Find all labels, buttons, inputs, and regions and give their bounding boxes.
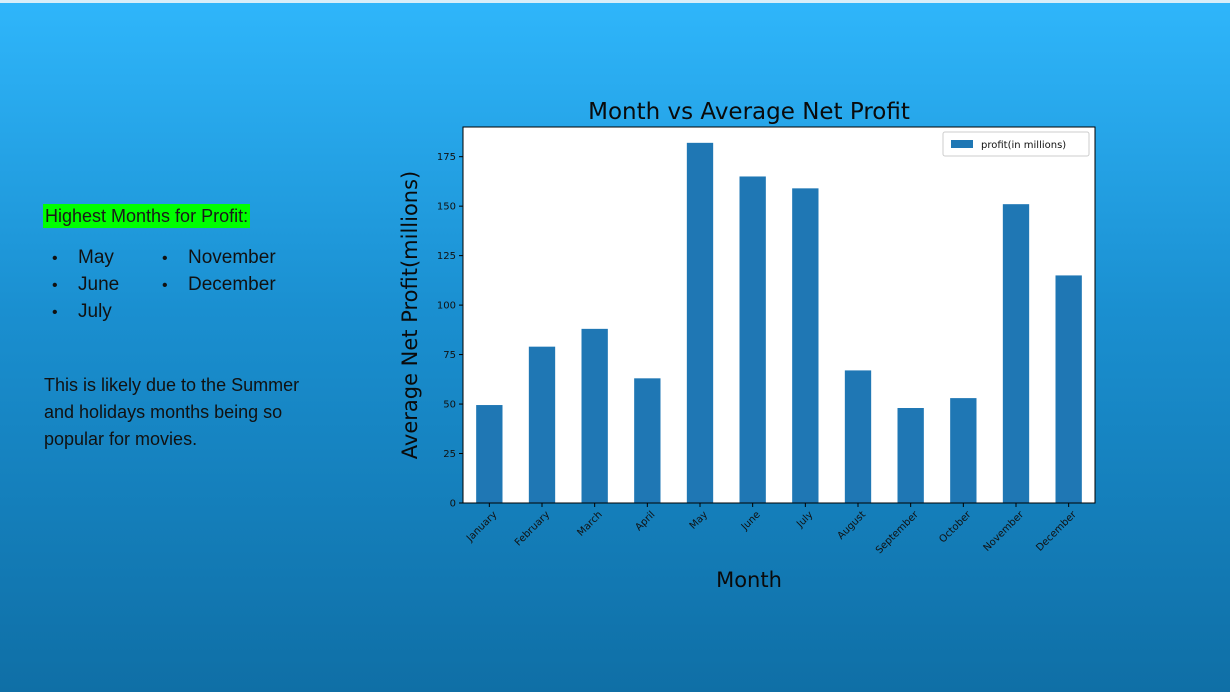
y-tick-label: 125 [437, 251, 456, 262]
legend-label: profit(in millions) [981, 140, 1066, 151]
bullet-icon: • [52, 277, 58, 294]
bar [792, 188, 819, 504]
y-tick-label: 0 [450, 499, 456, 510]
bullet-icon: • [52, 250, 58, 267]
x-tick-label: July [794, 509, 815, 530]
bar-chart: 0 25 50 75 100 125 150 175 January February March A… [398, 99, 1096, 592]
bullet-list-right: • November • December [162, 244, 276, 298]
bar [844, 370, 872, 503]
chart-title: Month vs Average Net Profit [588, 99, 910, 125]
bar [634, 378, 661, 503]
highlight-heading: Highest Months for Profit: [43, 204, 251, 228]
legend-box [942, 131, 1090, 157]
bar [581, 328, 608, 503]
y-tick-label: 75 [443, 350, 456, 361]
legend-swatch [951, 140, 973, 148]
bar [897, 408, 924, 503]
y-tick-label: 25 [443, 449, 456, 460]
y-tick-label: 150 [437, 202, 456, 213]
y-tick-label: 175 [437, 152, 456, 163]
bullet-icon: • [162, 277, 168, 294]
bar [528, 346, 556, 503]
x-tick-label: February [513, 509, 552, 548]
list-item-label: July [78, 301, 112, 322]
x-tick-label: December [1034, 509, 1079, 554]
top-border [0, 0, 1230, 3]
bar [476, 405, 503, 503]
bar [1002, 204, 1030, 503]
x-tick-label: September [874, 509, 921, 556]
y-tick-label: 50 [443, 400, 456, 411]
bar [950, 398, 977, 503]
x-tick-label: April [634, 509, 658, 533]
list-item: • July [52, 298, 119, 325]
list-item-label: June [78, 274, 120, 295]
x-axis-label: Month [716, 568, 782, 592]
x-tick-label: August [836, 509, 869, 542]
x-tick-label: January [464, 509, 499, 544]
bullet-list-left: • May • June • July [52, 244, 119, 325]
bar [739, 176, 766, 503]
chart-panel: 0 25 50 75 100 125 150 175 January February March A… [395, 93, 1115, 603]
list-item-label: May [78, 247, 114, 268]
list-item: • December [162, 271, 276, 298]
list-item: • May [52, 244, 119, 271]
x-tick-label: October [937, 509, 974, 546]
explanation-text: This is likely due to the Summer and hol… [44, 375, 300, 449]
x-tick-label: May [688, 509, 710, 531]
bar [1055, 275, 1082, 503]
plot-area [463, 127, 1095, 503]
x-tick-label: March [575, 509, 604, 538]
bullet-icon: • [162, 250, 168, 267]
bar [686, 142, 714, 503]
list-item: • November [162, 244, 276, 271]
y-axis-label: Average Net Profit(millions) [398, 171, 422, 460]
plot-frame [462, 126, 1096, 504]
y-tick-label: 100 [437, 301, 456, 312]
list-item-label: November [188, 247, 276, 268]
x-tick-label: June [739, 509, 763, 533]
list-item-label: December [188, 274, 276, 295]
list-item: • June [52, 271, 119, 298]
x-tick-label: November [982, 509, 1027, 554]
bullet-icon: • [52, 304, 58, 321]
